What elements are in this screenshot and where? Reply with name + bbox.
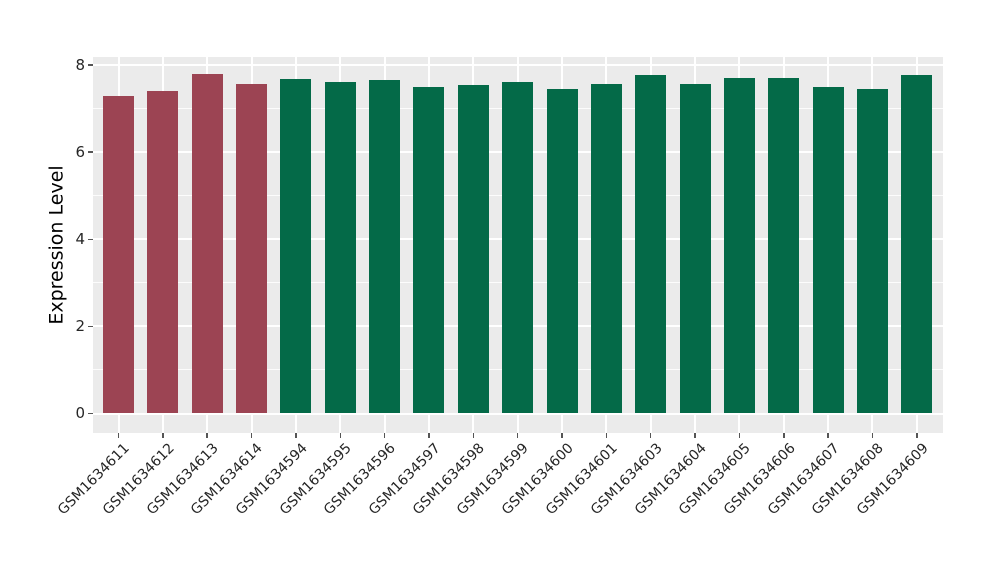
x-tick-mark	[827, 433, 829, 438]
bar	[324, 81, 356, 414]
y-tick-mark	[88, 238, 93, 240]
y-tick-mark	[88, 412, 93, 415]
bar	[457, 85, 489, 414]
bar	[635, 75, 667, 414]
bar	[901, 74, 933, 414]
bar	[147, 90, 179, 414]
x-tick-mark	[472, 433, 475, 438]
x-tick-mark	[871, 433, 874, 438]
x-tick-mark	[206, 433, 208, 438]
plot-area	[93, 57, 943, 433]
x-tick-mark	[428, 433, 430, 438]
x-tick-mark	[916, 433, 918, 438]
x-tick-mark	[738, 433, 741, 438]
bar	[679, 83, 711, 414]
bar	[590, 84, 622, 414]
bar	[546, 88, 578, 414]
y-tick-mark	[88, 325, 93, 328]
x-tick-mark	[605, 433, 608, 438]
bar	[723, 78, 755, 414]
x-tick-mark	[295, 433, 297, 438]
x-tick-mark	[783, 433, 785, 438]
bar	[280, 78, 312, 414]
y-tick-label: 6	[75, 142, 85, 161]
bar	[191, 74, 223, 414]
bar	[236, 84, 268, 414]
x-tick-mark	[561, 433, 563, 438]
x-tick-mark	[250, 433, 253, 438]
bar	[369, 79, 401, 414]
y-tick-mark	[88, 151, 93, 153]
y-tick-label: 4	[75, 229, 85, 248]
x-tick-mark	[339, 433, 341, 438]
bar	[812, 87, 844, 414]
y-tick-label: 2	[75, 316, 85, 335]
x-tick-mark	[694, 433, 696, 438]
x-tick-mark	[117, 433, 120, 438]
x-tick-mark	[162, 433, 164, 438]
x-tick-mark	[649, 433, 652, 438]
y-tick-label: 0	[75, 404, 85, 422]
bar	[413, 87, 445, 414]
bar	[856, 88, 888, 414]
bar	[768, 78, 800, 414]
x-tick-mark	[383, 433, 386, 438]
y-tick-mark	[88, 64, 93, 66]
x-tick-mark	[516, 433, 519, 438]
bar	[103, 95, 134, 414]
bar	[502, 81, 534, 414]
y-tick-label: 8	[75, 55, 85, 74]
